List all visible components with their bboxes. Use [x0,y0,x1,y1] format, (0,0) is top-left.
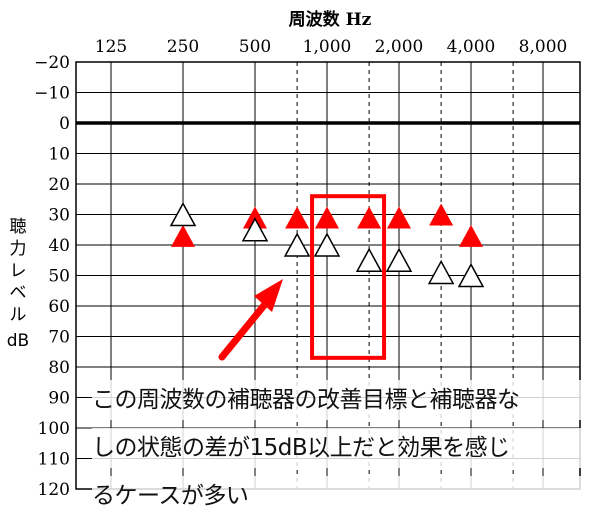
y-title-char: ベ [10,283,27,303]
filled-triangle-marker [459,224,483,247]
y-tick-label: −10 [34,84,70,104]
y-tick-label: −20 [34,53,70,73]
x-tick-label: 1,000 [303,37,352,57]
open-triangle-marker [241,217,269,242]
y-tick-label: 100 [38,419,70,439]
arrow-shaft [218,299,270,361]
y-tick-label: 110 [38,450,70,470]
y-tick-label: 120 [38,480,70,500]
filled-triangle-marker [357,206,382,229]
x-tick-label: 8,000 [519,37,568,57]
x-tick-label: 250 [167,37,199,57]
y-tick-label: 80 [48,358,70,378]
y-tick-label: 10 [48,145,70,165]
y-title-char: 聴 [10,217,27,237]
red-arrow [218,279,283,361]
y-tick-label: 30 [48,206,70,226]
highlight-box [310,194,387,360]
y-tick-label: 20 [48,175,70,195]
annotation-line-1: この周波数の補聴器の改善目標と補聴器な [92,380,597,420]
open-triangle-marker [355,247,383,272]
open-triangle-marker [283,232,311,257]
filled-triangle-marker [315,206,339,229]
y-title-unit: dB [7,331,29,351]
y-tick-label: 0 [59,114,70,134]
x-tick-label: 500 [239,37,271,57]
y-tick-label: 60 [48,297,70,317]
x-axis-title: 周波数 Hz [289,9,372,30]
y-title-char: レ [10,261,27,281]
y-tick-label: 40 [48,236,70,256]
filled-triangle-marker [429,203,454,226]
open-triangle-marker [457,262,485,288]
open-triangle-marker [385,247,413,272]
arrow-head [254,279,283,312]
annotation-line-3: るケースが多い [92,476,597,507]
filled-triangle-marker [171,224,195,247]
annotation-line-2: しの状態の差が15dB以上だと効果を感じ [92,428,597,468]
open-triangle-marker [169,201,197,227]
y-tick-label: 50 [48,267,70,287]
y-tick-label: 70 [48,328,70,348]
x-tick-label: 125 [95,37,127,57]
y-title-char: ル [10,305,27,325]
open-triangle-marker [313,232,341,257]
x-tick-label: 4,000 [447,37,496,57]
x-tick-label: 2,000 [375,37,424,57]
open-triangle-marker [427,259,455,285]
filled-triangle-marker [387,206,411,229]
y-title-char: 力 [10,239,27,259]
y-tick-label: 90 [48,389,70,409]
filled-triangle-marker [285,206,310,229]
